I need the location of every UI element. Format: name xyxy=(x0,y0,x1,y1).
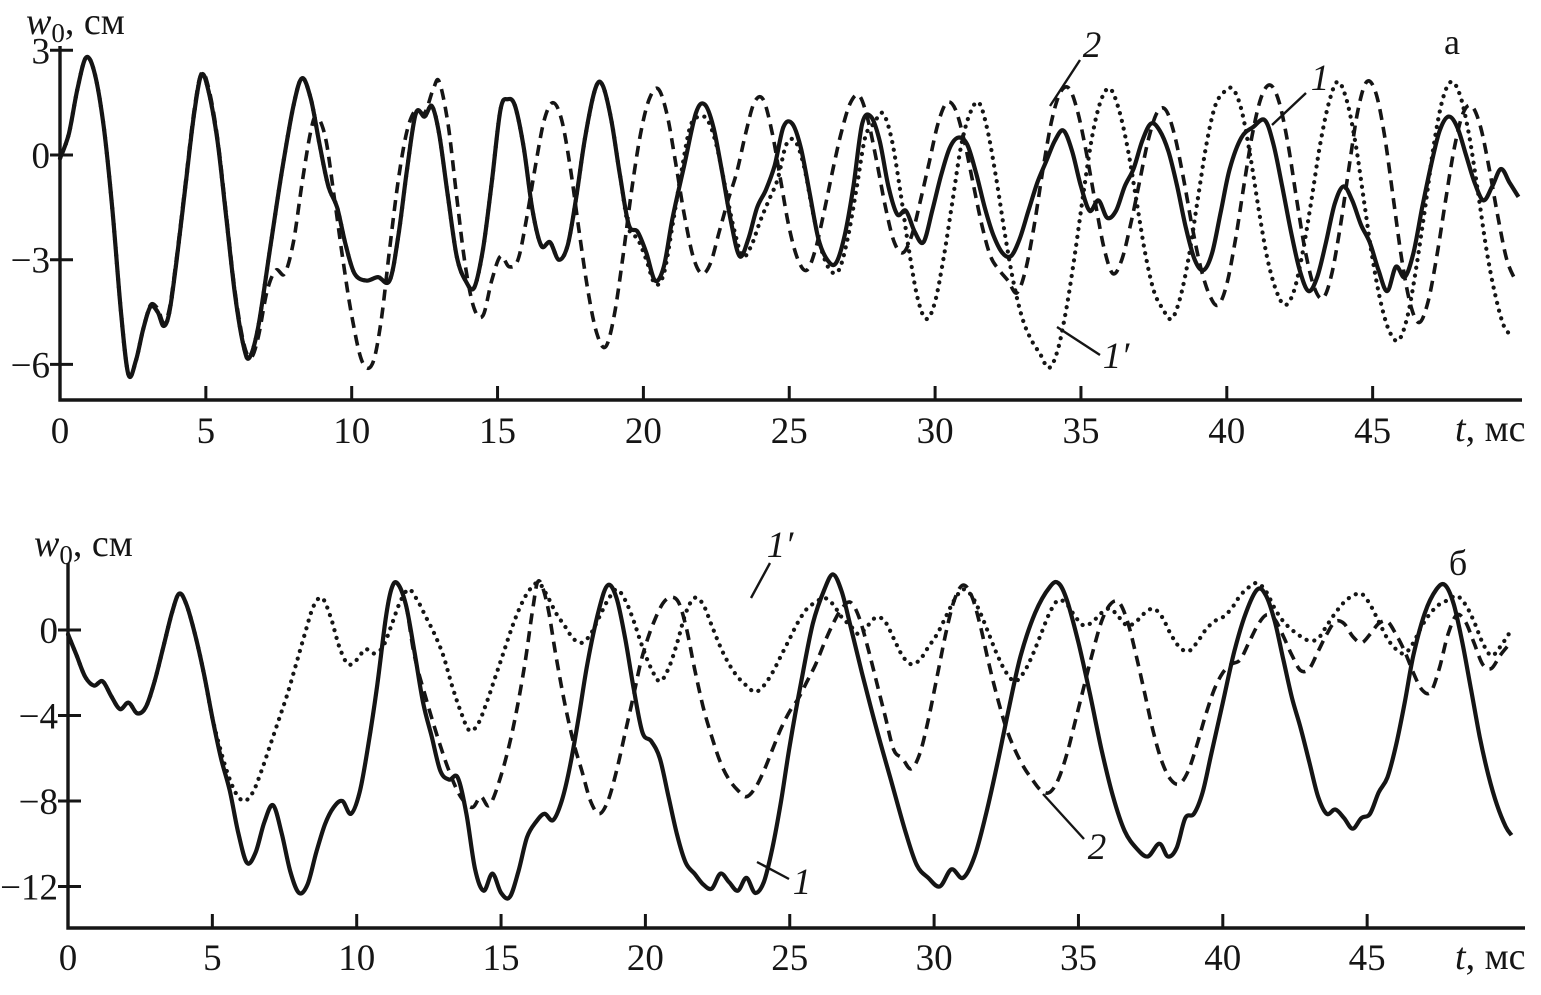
curve-label-leader-line xyxy=(1271,92,1307,126)
panel-a-y-unit: , см xyxy=(65,1,125,43)
panel-b-generated: 0 5 10 15 20 25 30 35 40 45 0 −4 −8 −12 1′ 1 2 xyxy=(0,525,1525,979)
curve-label: 1′ xyxy=(767,525,795,566)
x-tick-label: 35 xyxy=(1060,938,1097,979)
x-tick-label: 20 xyxy=(627,938,664,979)
curve-label: 1 xyxy=(1311,58,1330,99)
x-tick-label: 5 xyxy=(203,938,222,979)
panel-a-y-axis-title: w0, см xyxy=(26,1,125,48)
panel-a-x-unit: , мс xyxy=(1466,408,1526,450)
x-tick-label: 30 xyxy=(917,411,954,452)
series-1-solid-line xyxy=(58,54,1521,380)
x-tick-label: 5 xyxy=(197,411,216,452)
panel-b-letter: б xyxy=(1449,543,1467,583)
y-tick-label: −6 xyxy=(11,345,50,386)
x-tick-label: 10 xyxy=(338,938,375,979)
curve-label: 2 xyxy=(1088,827,1107,868)
x-tick-label: 0 xyxy=(59,938,78,979)
x-tick-label: 40 xyxy=(1204,938,1241,979)
panel-a-y-var: w xyxy=(26,1,52,43)
panel-a-x-axis-title: t, мс xyxy=(1455,408,1525,450)
curve-label-leader-line xyxy=(1056,325,1101,357)
x-tick-label: 25 xyxy=(771,411,808,452)
panel-b-y-axis-title: w0, см xyxy=(34,523,133,570)
curve-label-leader-line xyxy=(1048,59,1082,107)
y-tick-label: 0 xyxy=(40,611,59,652)
panel-b-y-unit: , см xyxy=(73,523,133,565)
y-tick-label: −3 xyxy=(11,241,50,282)
curve-label: 1 xyxy=(793,862,812,903)
panel-a: w0, см а t, мс xyxy=(26,1,1525,450)
y-tick-label: −8 xyxy=(19,782,58,823)
curve-label-leader-line xyxy=(1042,793,1085,840)
x-tick-label: 20 xyxy=(625,411,662,452)
panel-b-x-axis-title: t, мс xyxy=(1455,936,1525,978)
curve-label-leader-line xyxy=(756,860,790,881)
x-tick-label: 15 xyxy=(483,938,520,979)
series-1p-dotted-line xyxy=(65,580,1511,804)
x-tick-label: 45 xyxy=(1349,938,1386,979)
panel-b-y-var: w xyxy=(34,523,60,565)
series-2-dashed-line xyxy=(66,579,1510,896)
series-1p-dotted-line xyxy=(57,54,1515,380)
x-tick-label: 10 xyxy=(333,411,370,452)
x-tick-label: 40 xyxy=(1208,411,1245,452)
panel-a-letter: а xyxy=(1444,22,1460,62)
x-tick-label: 35 xyxy=(1062,411,1099,452)
panel-a-x-var: t xyxy=(1455,408,1467,450)
panel-b-x-var: t xyxy=(1455,936,1467,978)
x-tick-label: 30 xyxy=(916,938,953,979)
y-tick-label: −12 xyxy=(0,867,58,908)
axes xyxy=(58,46,1522,402)
x-tick-label: 45 xyxy=(1354,411,1391,452)
y-tick-label: −4 xyxy=(19,696,58,737)
panel-b-x-unit: , мс xyxy=(1466,936,1526,978)
x-tick-label: 25 xyxy=(771,938,808,979)
panel-b-y-sub: 0 xyxy=(59,540,73,570)
curve-label-leader-line xyxy=(749,562,772,599)
panel-a-y-sub: 0 xyxy=(51,18,65,48)
panel-b: w0, см б t, мс xyxy=(34,523,1525,978)
curve-label: 2 xyxy=(1083,25,1102,66)
series-2-dashed-line xyxy=(58,55,1518,379)
curve-label: 1′ xyxy=(1103,336,1131,377)
y-tick-label: 0 xyxy=(32,136,51,177)
x-tick-label: 0 xyxy=(51,411,70,452)
y-tick-label: 3 xyxy=(32,31,51,72)
x-tick-label: 15 xyxy=(479,411,516,452)
